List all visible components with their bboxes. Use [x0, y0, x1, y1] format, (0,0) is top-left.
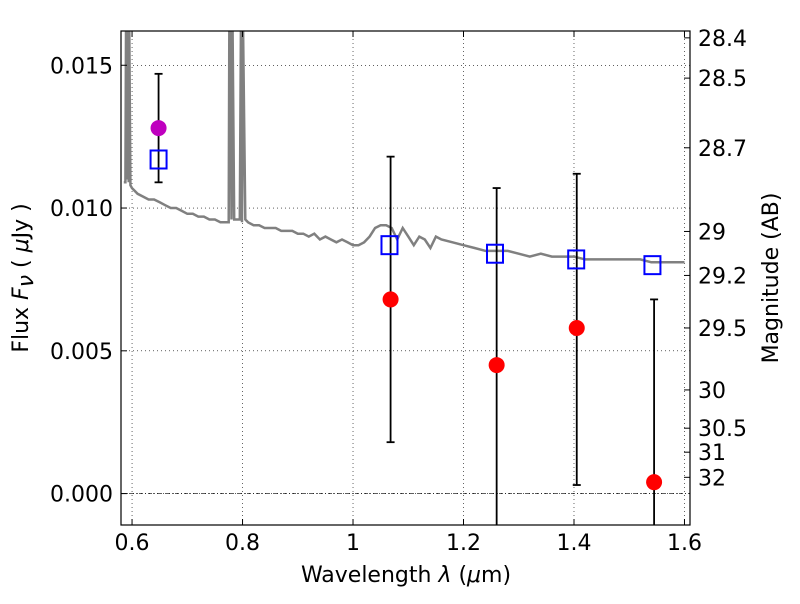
y-axis-label-f: F — [9, 287, 34, 300]
x-tick-label: 0.6 — [115, 531, 150, 556]
y2-tick-label: 31 — [698, 441, 726, 466]
y-axis-label-flux: Flux — [9, 300, 34, 353]
y-axis-label-nu: ν — [14, 275, 39, 287]
x-axis-label-open: ( — [451, 563, 467, 588]
model-photometry-square — [149, 149, 168, 170]
model-photometry-square — [485, 243, 504, 264]
plot-frame — [120, 30, 691, 526]
spectrum-line — [123, 31, 685, 264]
x-axis-label-mu: μ — [466, 563, 481, 588]
y-tick-label: 0.015 — [50, 54, 113, 79]
x-tick-label: 0.8 — [225, 531, 260, 556]
observed-photometry-point — [568, 319, 585, 336]
y-axis-label: Flux Fν ( μJy ) — [9, 203, 39, 352]
tick-layer: 0.6 0.8 1 1.2 1.4 1.6 0.000 0.005 0.010 0.015 28.4… — [50, 27, 747, 556]
marker-layer — [149, 120, 663, 491]
grid-layer — [121, 31, 690, 525]
observed-photometry-point — [382, 291, 399, 308]
y2-tick-label: 29.2 — [698, 264, 747, 289]
spectrum-layer — [123, 31, 685, 264]
y2-tick-label: 28.4 — [698, 27, 747, 52]
y2-tick-label: 30 — [698, 379, 726, 404]
x-axis-label-lambda: λ — [437, 563, 451, 588]
x-tick-label: 1.6 — [667, 531, 702, 556]
y-axis-label-mu: μ — [9, 238, 34, 253]
y2-tick-label: 29 — [698, 220, 726, 245]
optical-photometry-point — [150, 120, 167, 137]
y2-axis-label: Magnitude (AB) — [759, 193, 784, 364]
y-tick-label: 0.000 — [50, 483, 113, 508]
y2-tick-label: 32 — [698, 466, 726, 491]
x-tick-label: 1 — [346, 531, 360, 556]
x-axis-label-text: Wavelength — [301, 563, 439, 588]
y2-tick-label: 28.5 — [698, 67, 747, 92]
y2-tick-label: 28.7 — [698, 137, 747, 162]
model-photometry-square — [567, 249, 586, 270]
y-axis-label-unit: Jy ) — [9, 203, 34, 240]
x-tick-label: 1.4 — [556, 531, 591, 556]
y2-tick-label: 29.5 — [698, 317, 747, 342]
y-axis-label-open: ( — [9, 252, 34, 275]
x-tick-label: 1.2 — [446, 531, 481, 556]
model-photometry-square — [380, 235, 399, 256]
observed-photometry-point — [488, 357, 505, 374]
y-tick-label: 0.005 — [50, 340, 113, 365]
observed-photometry-point — [646, 474, 663, 491]
x-axis-label: Wavelength λ (μm) — [301, 563, 511, 588]
x-axis-label-unit: m) — [481, 563, 511, 588]
y2-tick-label: 30.5 — [698, 417, 747, 442]
y-tick-label: 0.010 — [50, 197, 113, 222]
model-photometry-square — [643, 255, 662, 276]
